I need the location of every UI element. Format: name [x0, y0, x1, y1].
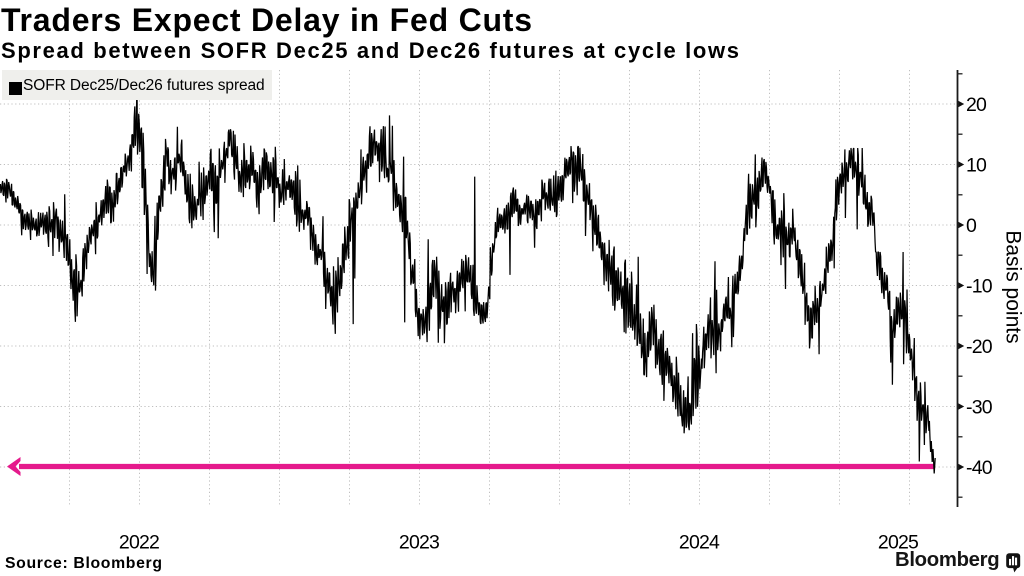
- svg-text:2022: 2022: [119, 532, 159, 554]
- svg-text:-30: -30: [966, 397, 993, 419]
- svg-text:2023: 2023: [399, 532, 439, 554]
- svg-text:10: 10: [966, 155, 987, 177]
- svg-text:2024: 2024: [679, 532, 720, 554]
- svg-text:0: 0: [966, 215, 977, 237]
- svg-text:-40: -40: [966, 457, 993, 479]
- svg-text:-10: -10: [966, 276, 993, 298]
- svg-text:20: 20: [966, 94, 987, 116]
- svg-text:Basis points: Basis points: [1002, 230, 1024, 343]
- svg-text:2025: 2025: [878, 532, 919, 554]
- svg-text:-20: -20: [966, 336, 993, 358]
